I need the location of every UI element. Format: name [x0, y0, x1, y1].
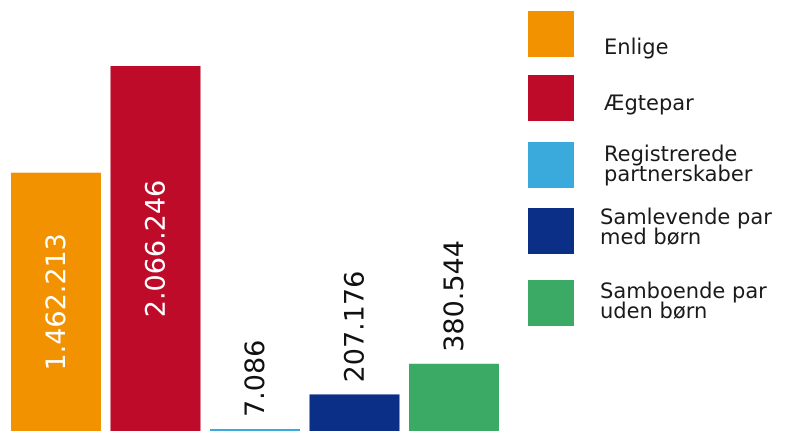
bar-value-label-2: 2.066.246	[141, 180, 172, 317]
bar-5	[409, 363, 499, 431]
bar-2	[110, 66, 201, 431]
bar-value-label-4: 207.176	[340, 271, 371, 383]
bar-value-label-5: 380.544	[439, 240, 470, 352]
bar-1	[11, 172, 101, 432]
bar-4	[309, 394, 400, 431]
bar-value-label-1: 1.462.213	[41, 233, 72, 370]
bar-value-label-3: 7.086	[240, 340, 271, 417]
bar-3	[210, 429, 300, 431]
